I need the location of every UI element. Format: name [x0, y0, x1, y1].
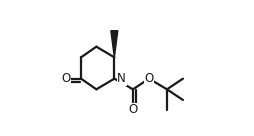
Polygon shape [111, 31, 118, 57]
Text: O: O [128, 103, 138, 116]
Text: O: O [144, 72, 154, 85]
Text: N: N [117, 72, 126, 85]
Text: O: O [61, 72, 70, 85]
